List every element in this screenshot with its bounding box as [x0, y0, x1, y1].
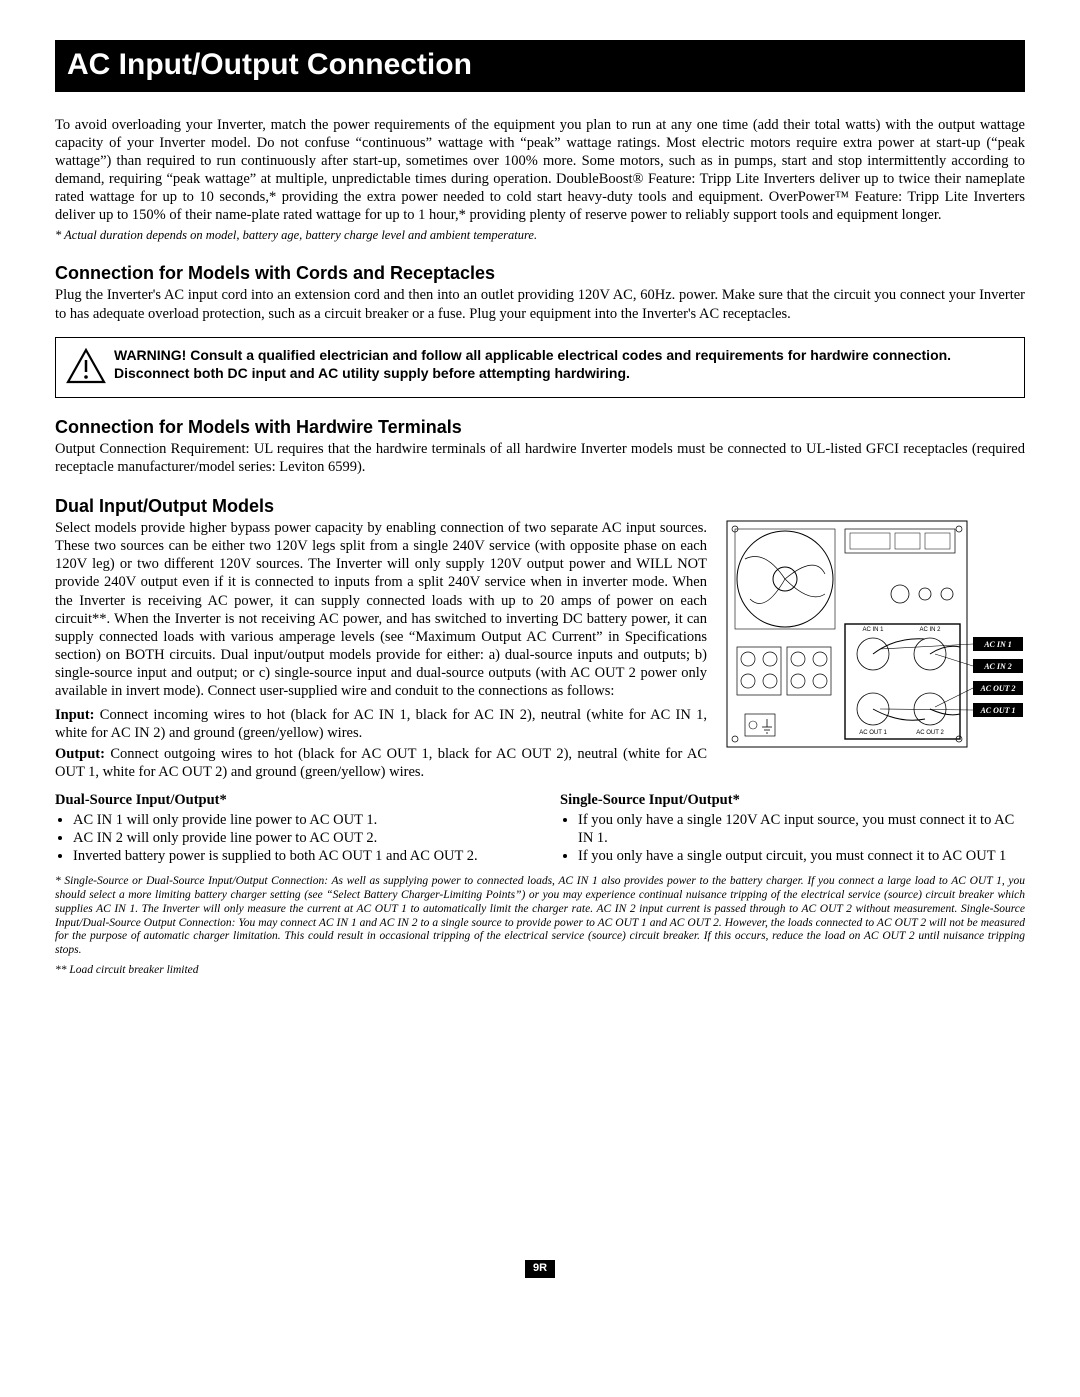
input-line: Input: Connect incoming wires to hot (bl…	[55, 706, 707, 742]
input-label: Input:	[55, 707, 95, 723]
output-line: Output: Connect outgoing wires to hot (b…	[55, 745, 707, 781]
warning-text: WARNING! Consult a qualified electrician…	[114, 346, 1014, 382]
list-item: If you only have a single 120V AC input …	[578, 811, 1025, 847]
svg-text:AC IN 1: AC IN 1	[862, 627, 884, 633]
section1-heading: Connection for Models with Cords and Rec…	[55, 262, 1025, 285]
input-text: Connect incoming wires to hot (black for…	[55, 707, 707, 741]
section2-body: Output Connection Requirement: UL requir…	[55, 440, 1025, 476]
list-item: If you only have a single output circuit…	[578, 847, 1025, 865]
section1-body: Plug the Inverter's AC input cord into a…	[55, 286, 1025, 322]
list-item: AC IN 1 will only provide line power to …	[73, 811, 520, 829]
single-source-title: Single-Source Input/Output*	[560, 791, 1025, 809]
svg-text:AC IN 2: AC IN 2	[919, 627, 941, 633]
warning-box: WARNING! Consult a qualified electrician…	[55, 337, 1025, 398]
connection-diagram: AC IN 1 AC IN 2 AC OUT 1 AC OUT 2 AC IN …	[725, 519, 1025, 781]
dual-source-title: Dual-Source Input/Output*	[55, 791, 520, 809]
output-text: Connect outgoing wires to hot (black for…	[55, 746, 707, 780]
fine-print-2: ** Load circuit breaker limited	[55, 964, 1025, 978]
section3-heading: Dual Input/Output Models	[55, 495, 1025, 518]
list-item: AC IN 2 will only provide line power to …	[73, 829, 520, 847]
warning-icon	[66, 346, 114, 389]
page-title: AC Input/Output Connection	[67, 48, 472, 81]
diagram-label-acin1: AC IN 1	[983, 640, 1012, 649]
section2-heading: Connection for Models with Hardwire Term…	[55, 416, 1025, 439]
page-title-bar: AC Input/Output Connection	[55, 40, 1025, 92]
dual-source-list: AC IN 1 will only provide line power to …	[55, 811, 520, 865]
fine-print: * Single-Source or Dual-Source Input/Out…	[55, 875, 1025, 958]
diagram-label-acin2: AC IN 2	[983, 662, 1012, 671]
single-source-column: Single-Source Input/Output* If you only …	[560, 791, 1025, 866]
page-footer: 9R	[55, 1258, 1025, 1278]
single-source-list: If you only have a single 120V AC input …	[560, 811, 1025, 865]
svg-text:AC OUT 1: AC OUT 1	[859, 730, 887, 736]
svg-text:AC OUT 2: AC OUT 2	[916, 730, 944, 736]
intro-footnote: * Actual duration depends on model, batt…	[55, 228, 1025, 244]
dual-source-column: Dual-Source Input/Output* AC IN 1 will o…	[55, 791, 520, 866]
diagram-label-acout1: AC OUT 1	[979, 706, 1015, 715]
section3-body: Select models provide higher bypass powe…	[55, 519, 707, 700]
intro-paragraph: To avoid overloading your Inverter, matc…	[55, 116, 1025, 225]
output-label: Output:	[55, 746, 105, 762]
list-item: Inverted battery power is supplied to bo…	[73, 847, 520, 865]
diagram-label-acout2: AC OUT 2	[979, 684, 1015, 693]
page-number: 9R	[525, 1260, 555, 1278]
